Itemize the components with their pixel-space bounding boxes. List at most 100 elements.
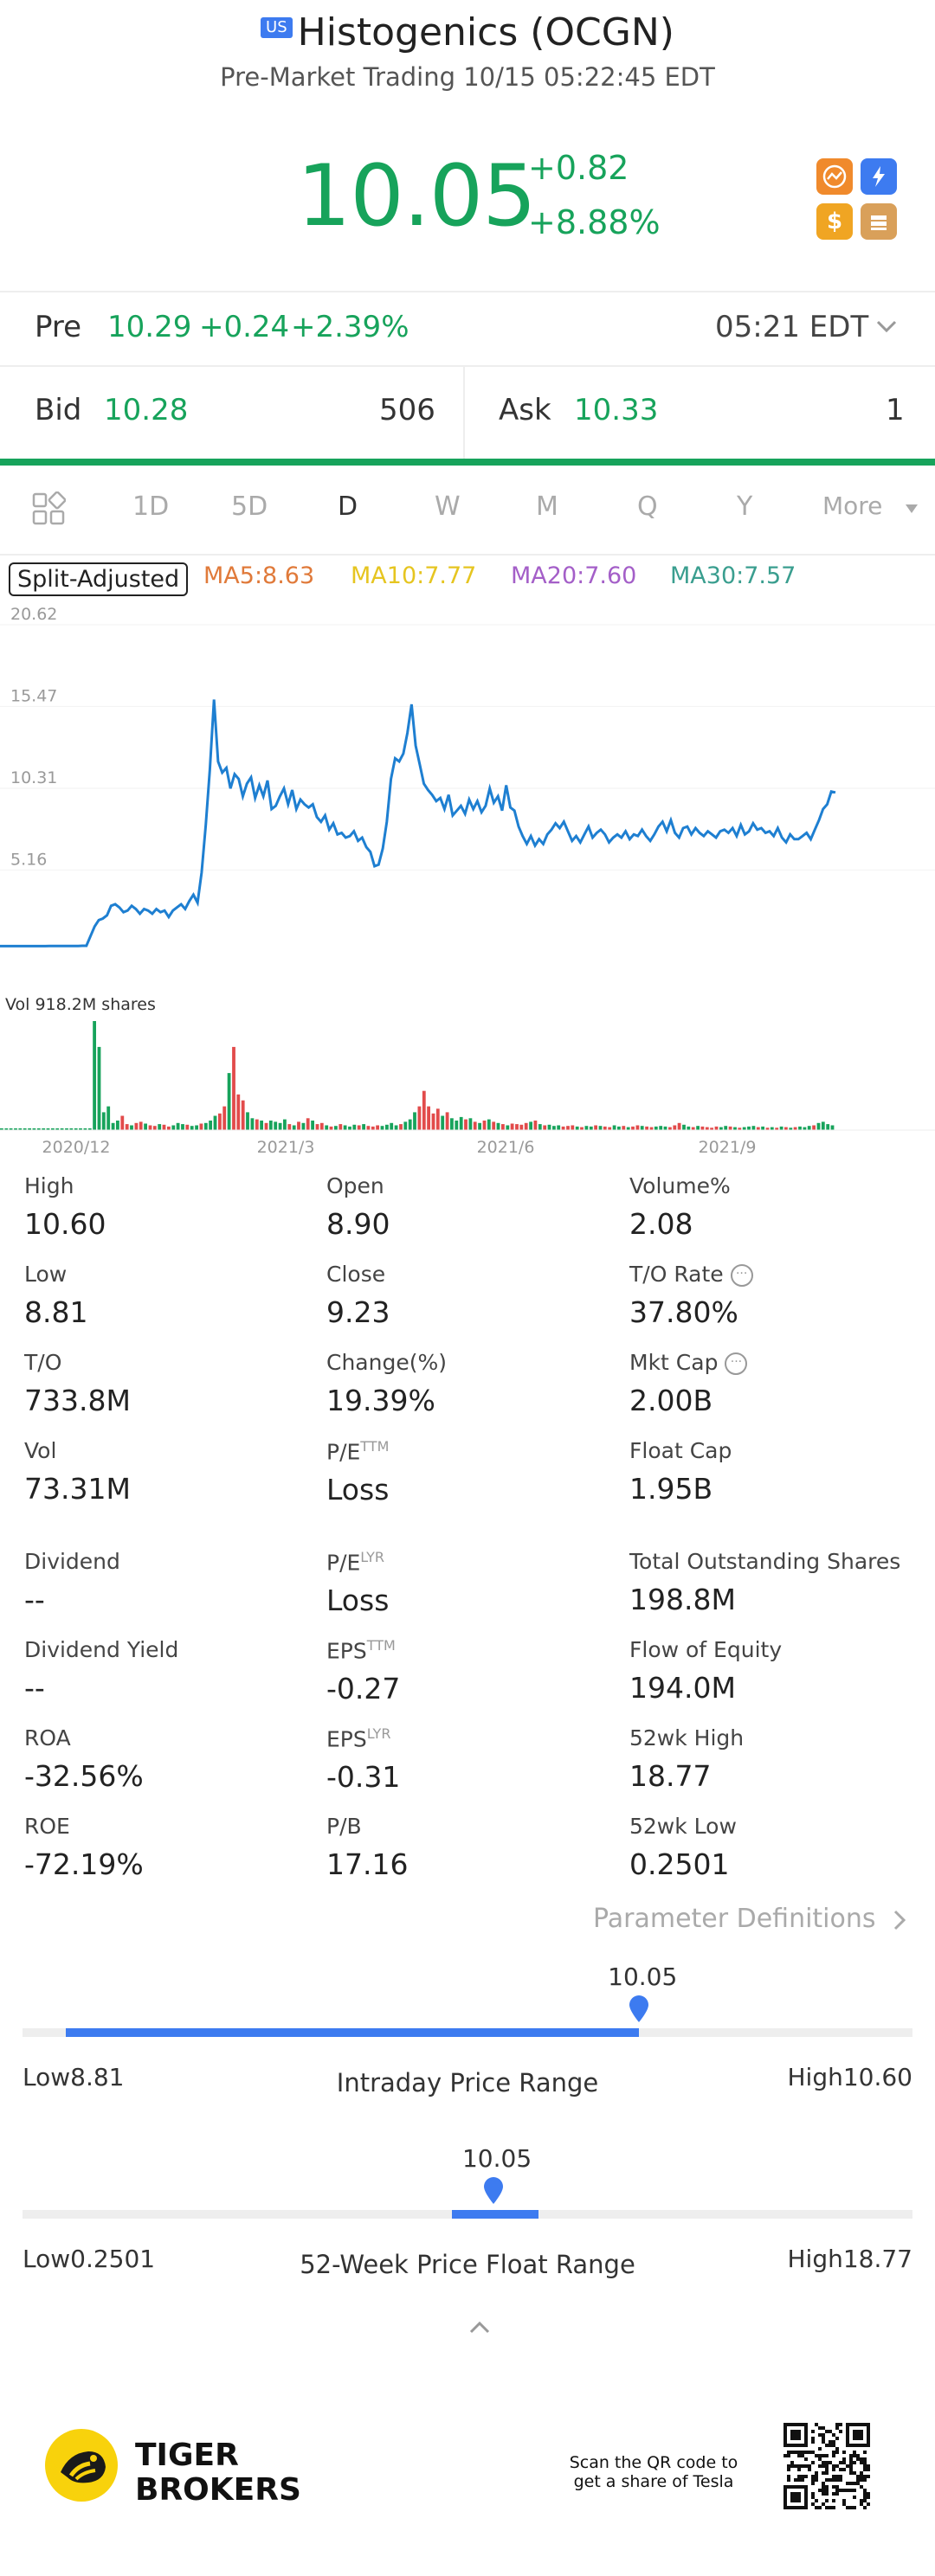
volume-bar xyxy=(431,1113,435,1130)
volume-bar xyxy=(441,1115,445,1130)
volume-bar xyxy=(366,1126,371,1130)
stat-label: High xyxy=(24,1173,106,1198)
volume-bar xyxy=(218,1113,222,1130)
bid-price: 10.28 xyxy=(104,393,189,427)
volume-bar xyxy=(622,1126,626,1130)
stat-cell[interactable]: Mkt Cap ··· 2.00B xyxy=(629,1350,748,1417)
volume-bar xyxy=(700,1126,705,1130)
tab-1d[interactable]: 1D xyxy=(132,491,170,522)
price-change: +0.82 xyxy=(528,149,629,187)
stat-value: 37.80% xyxy=(629,1295,738,1329)
volume-bar xyxy=(203,1122,208,1130)
lightning-icon[interactable] xyxy=(861,158,897,195)
chevron-up-icon[interactable] xyxy=(468,2319,492,2338)
price-line xyxy=(0,699,836,948)
tab-q[interactable]: Q xyxy=(637,491,658,522)
layout-grid-icon[interactable] xyxy=(31,491,67,530)
volume-bar xyxy=(148,1125,152,1130)
stat-label-text: Volume% xyxy=(629,1173,731,1198)
volume-bar xyxy=(171,1125,176,1130)
split-adjusted-button[interactable]: Split-Adjusted xyxy=(9,562,189,596)
volume-bar xyxy=(0,1128,3,1130)
volume-bar xyxy=(195,1125,198,1130)
candlestick-icon[interactable] xyxy=(816,158,853,195)
volume-bar xyxy=(812,1125,816,1130)
volume-bar xyxy=(287,1124,292,1130)
volume-bar xyxy=(348,1126,351,1130)
tab-d[interactable]: D xyxy=(338,491,358,522)
stat-label-text: Open xyxy=(326,1173,384,1198)
volume-bar xyxy=(413,1112,416,1130)
volume-bar xyxy=(594,1125,597,1130)
volume-bar xyxy=(598,1126,603,1130)
volume-bar xyxy=(710,1127,713,1130)
dollar-icon[interactable]: $ xyxy=(816,203,853,240)
stat-value: 198.8M xyxy=(629,1583,736,1616)
stat-value: Loss xyxy=(326,1473,390,1507)
volume-chart[interactable]: 2020/12 2021/3 2021/6 2021/9 xyxy=(0,1021,935,1160)
volume-bar xyxy=(645,1126,648,1130)
volume-bar xyxy=(455,1121,459,1130)
volume-bar xyxy=(547,1124,551,1130)
volume-bar xyxy=(60,1128,64,1130)
volume-bar xyxy=(36,1128,41,1130)
volume-bar xyxy=(473,1121,477,1130)
pre-time: 05:21 EDT xyxy=(715,310,869,344)
volume-bar xyxy=(779,1126,783,1130)
stat-label: Total Outstanding Shares xyxy=(629,1549,900,1574)
ask-size: 1 xyxy=(886,393,905,427)
tab-w[interactable]: W xyxy=(435,491,461,522)
price-direction-bar xyxy=(0,459,935,466)
stat-cell: Flow of Equity 194.0M xyxy=(629,1637,782,1705)
stat-cell: 52wk Low 0.2501 xyxy=(629,1814,737,1881)
volume-bar xyxy=(728,1126,732,1130)
volume-bar xyxy=(566,1126,570,1130)
more-info-icon[interactable]: ··· xyxy=(725,1352,748,1375)
stat-label-text: Dividend Yield xyxy=(24,1637,179,1662)
volume-bar xyxy=(339,1124,343,1130)
stat-label-text: ROA xyxy=(24,1725,71,1751)
stat-cell[interactable]: T/O Rate ··· 37.80% xyxy=(629,1262,753,1329)
stat-label: Dividend xyxy=(24,1549,120,1574)
volume-bar xyxy=(668,1127,672,1130)
week52-low: Low0.2501 xyxy=(23,2245,156,2273)
volume-bar xyxy=(283,1119,287,1130)
volume-bar xyxy=(4,1128,9,1130)
volume-bar xyxy=(42,1128,46,1130)
tab-5d[interactable]: 5D xyxy=(231,491,268,522)
stat-label: Close xyxy=(326,1262,390,1287)
volume-bar xyxy=(635,1125,640,1130)
intraday-title: Intraday Price Range xyxy=(336,2068,599,2097)
caret-down-icon[interactable] xyxy=(904,502,919,518)
stat-cell: Dividend -- xyxy=(24,1549,120,1616)
parameter-definitions-link[interactable]: Parameter Definitions xyxy=(593,1904,906,1934)
stat-label-text: ROE xyxy=(24,1814,70,1839)
chevron-down-icon[interactable] xyxy=(874,317,899,339)
volume-bar xyxy=(185,1124,190,1130)
volume-bar xyxy=(134,1122,139,1130)
volume-bar xyxy=(246,1112,249,1130)
more-info-icon[interactable]: ··· xyxy=(730,1264,753,1287)
stat-cell: Low 8.81 xyxy=(24,1262,87,1329)
qr-caption-line-1: Scan the QR code to xyxy=(569,2453,738,2472)
books-icon[interactable] xyxy=(861,203,897,240)
volume-bar xyxy=(589,1126,593,1130)
volume-bar xyxy=(297,1121,300,1130)
volume-bar xyxy=(608,1127,612,1130)
trading-status: Pre-Market Trading 10/15 05:22:45 EDT xyxy=(220,62,715,92)
tab-y[interactable]: Y xyxy=(737,491,753,522)
stat-label-text: Mkt Cap xyxy=(629,1350,719,1375)
stat-value: 73.31M xyxy=(24,1472,131,1506)
price-chart[interactable]: 20.62 15.47 10.31 5.16 xyxy=(0,606,935,969)
tab-more[interactable]: More xyxy=(822,491,883,520)
volume-bar xyxy=(362,1124,365,1130)
volume-bar xyxy=(227,1073,231,1130)
y-tick-label: 20.62 xyxy=(10,606,57,624)
tab-m[interactable]: M xyxy=(536,491,558,522)
stat-label-text: P/B xyxy=(326,1814,362,1839)
volume-bar xyxy=(176,1122,180,1130)
volume-bar xyxy=(292,1125,296,1130)
volume-bar xyxy=(761,1126,764,1130)
stat-value: 9.23 xyxy=(326,1295,390,1329)
stat-label-text: Flow of Equity xyxy=(629,1637,783,1662)
